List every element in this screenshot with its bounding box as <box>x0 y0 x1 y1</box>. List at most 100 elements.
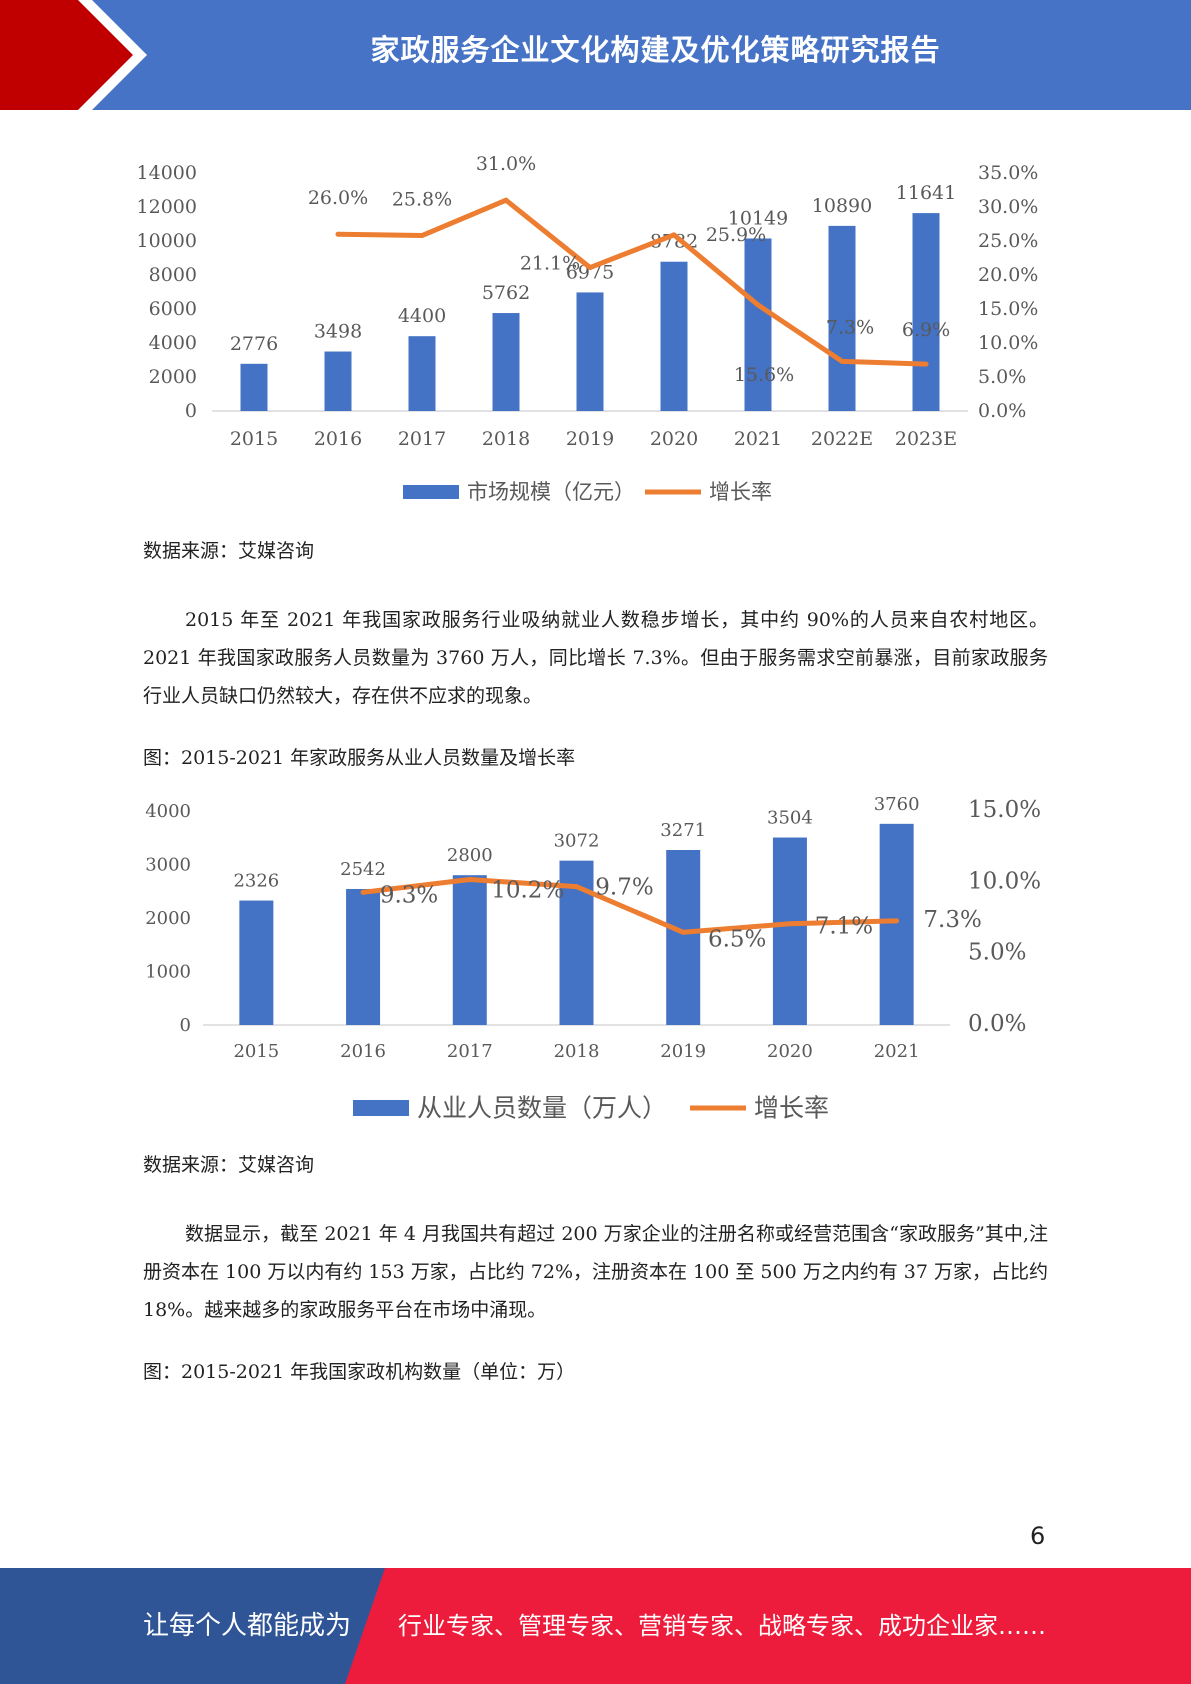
page-header: 家政服务企业文化构建及优化策略研究报告 <box>0 0 1191 110</box>
chart2-source: 数据来源：艾媒咨询 <box>143 1154 315 1176</box>
x-axis-category-label: 2019 <box>566 428 614 450</box>
growth-rate-line <box>362 876 897 935</box>
legend-bar-label: 从业人员数量（万人） <box>417 1093 667 1122</box>
growth-rate-label: 7.1% <box>815 914 873 940</box>
page-footer: 让每个人都能成为 行业专家、管理专家、营销专家、战略专家、成功企业家…… <box>0 1568 1191 1684</box>
y2-axis-tick-label: 25.0% <box>978 230 1038 252</box>
bar-data-label: 3504 <box>767 808 813 829</box>
growth-rate-point <box>360 889 366 895</box>
growth-rate-point <box>587 265 593 271</box>
growth-rate-point <box>755 302 761 308</box>
footer-slogan-right: 行业专家、管理专家、营销专家、战略专家、成功企业家…… <box>398 1612 1046 1640</box>
bar <box>879 823 914 1025</box>
y-axis-tick-label: 4000 <box>149 332 197 354</box>
bar-data-label: 2542 <box>340 859 386 880</box>
x-axis-category-label: 2017 <box>398 428 446 450</box>
x-axis-category-label: 2016 <box>340 1041 386 1062</box>
y-axis-tick-label: 6000 <box>149 298 197 320</box>
y-axis-tick-label: 2000 <box>149 366 197 388</box>
footer-background <box>0 1568 1191 1684</box>
growth-rate-label: 25.8% <box>392 189 452 211</box>
bar <box>239 900 274 1025</box>
header-arrow-decoration <box>0 0 147 110</box>
growth-rate-label: 6.9% <box>902 319 950 341</box>
chart2-caption: 图：2015-2021 年家政服务从业人员数量及增长率 <box>143 747 576 769</box>
bar <box>492 313 520 411</box>
bar-data-label: 3271 <box>660 820 706 841</box>
x-axis-category-label: 2018 <box>554 1041 600 1062</box>
y2-axis-tick-label: 30.0% <box>978 196 1038 218</box>
bar-data-label: 2776 <box>230 333 278 355</box>
y2-axis-tick-label: 15.0% <box>978 298 1038 320</box>
growth-rate-point <box>419 233 425 239</box>
x-axis-category-label: 2016 <box>314 428 362 450</box>
bar <box>324 351 352 411</box>
chart3-caption: 图：2015-2021 年我国家政机构数量（单位：万） <box>143 1361 576 1383</box>
y-axis-tick-label: 3000 <box>145 855 191 876</box>
y2-axis-tick-label: 10.0% <box>978 332 1038 354</box>
x-axis-category-label: 2023E <box>895 428 957 450</box>
growth-rate-point <box>923 361 929 367</box>
x-axis-category-label: 2021 <box>734 428 782 450</box>
growth-rate-point <box>574 884 579 890</box>
y2-axis-tick-label: 35.0% <box>978 162 1038 184</box>
y-axis-tick-label: 1000 <box>145 962 191 983</box>
bar-data-label: 5762 <box>482 282 530 304</box>
paragraph-employment: 2015 年至 2021 年我国家政服务行业吸纳就业人数稳步增长，其中约 90%… <box>143 609 1048 707</box>
growth-rate-point <box>671 232 677 238</box>
legend-bar-label: 市场规模（亿元） <box>467 480 635 504</box>
bar-data-label: 6975 <box>566 261 614 283</box>
employee-count-chart: 0 1000 2000 3000 4000 0.0% 5.0% 10.0% 15.0% 2326 2… <box>0 780 1191 1130</box>
bar <box>912 213 940 411</box>
growth-rate-label: 31.0% <box>476 153 536 175</box>
y2-axis-tick-label: 10.0% <box>968 868 1041 894</box>
growth-rate-point <box>503 197 509 203</box>
growth-rate-point <box>787 921 793 927</box>
legend-bar-swatch <box>403 485 459 499</box>
x-axis-category-label: 2015 <box>233 1041 279 1062</box>
bar <box>660 261 688 411</box>
bar <box>666 850 701 1025</box>
y-axis-tick-label: 14000 <box>137 162 197 184</box>
growth-rate-label: 7.3% <box>923 907 981 933</box>
legend-bar-swatch <box>353 1100 409 1116</box>
y2-axis-tick-label: 5.0% <box>978 366 1026 388</box>
bar-data-label: 3498 <box>314 321 362 343</box>
growth-rate-label: 10.2% <box>491 877 564 903</box>
y-axis-tick-label: 8000 <box>149 264 197 286</box>
growth-rate-label: 7.3% <box>826 316 874 338</box>
growth-rate-point <box>680 929 686 935</box>
growth-rate-label: 26.0% <box>308 187 368 209</box>
y2-axis-tick-label: 0.0% <box>978 400 1026 422</box>
bar-data-label: 3760 <box>874 794 920 815</box>
y2-axis-tick-label: 0.0% <box>968 1011 1026 1037</box>
x-axis-category-label: 2019 <box>660 1041 706 1062</box>
growth-rate-point <box>839 358 845 364</box>
chart1-source: 数据来源：艾媒咨询 <box>143 540 315 562</box>
y-axis-tick-label: 2000 <box>145 908 191 929</box>
growth-rate-label: 6.5% <box>708 926 766 952</box>
y-axis-tick-label: 12000 <box>137 196 197 218</box>
footer-slogan-left: 让每个人都能成为 <box>143 1611 352 1641</box>
bar <box>772 837 807 1025</box>
bar-data-label: 3072 <box>554 831 600 852</box>
growth-rate-label: 15.6% <box>734 364 794 386</box>
x-axis-category-label: 2022E <box>811 428 873 450</box>
growth-rate-point <box>894 918 900 924</box>
y2-axis-tick-label: 15.0% <box>968 797 1041 823</box>
paragraph-enterprises: 数据显示，截至 2021 年 4 月我国共有超过 200 万家企业的注册名称或经… <box>143 1223 1048 1321</box>
x-axis-category-label: 2018 <box>482 428 530 450</box>
bar-data-label: 11641 <box>896 182 956 204</box>
legend-line-label: 增长率 <box>709 480 772 504</box>
x-axis-category-label: 2015 <box>230 428 278 450</box>
report-title: 家政服务企业文化构建及优化策略研究报告 <box>370 33 941 67</box>
growth-rate-label: 21.1% <box>520 253 580 275</box>
bar <box>576 292 604 411</box>
legend-line-label: 增长率 <box>754 1093 829 1122</box>
bar <box>240 363 268 411</box>
bar-data-label: 4400 <box>398 305 446 327</box>
bar-data-label: 2326 <box>233 871 279 892</box>
y-axis-tick-label: 10000 <box>137 230 197 252</box>
bar-data-label: 2800 <box>447 845 493 866</box>
page-number: 6 <box>1030 1522 1046 1550</box>
